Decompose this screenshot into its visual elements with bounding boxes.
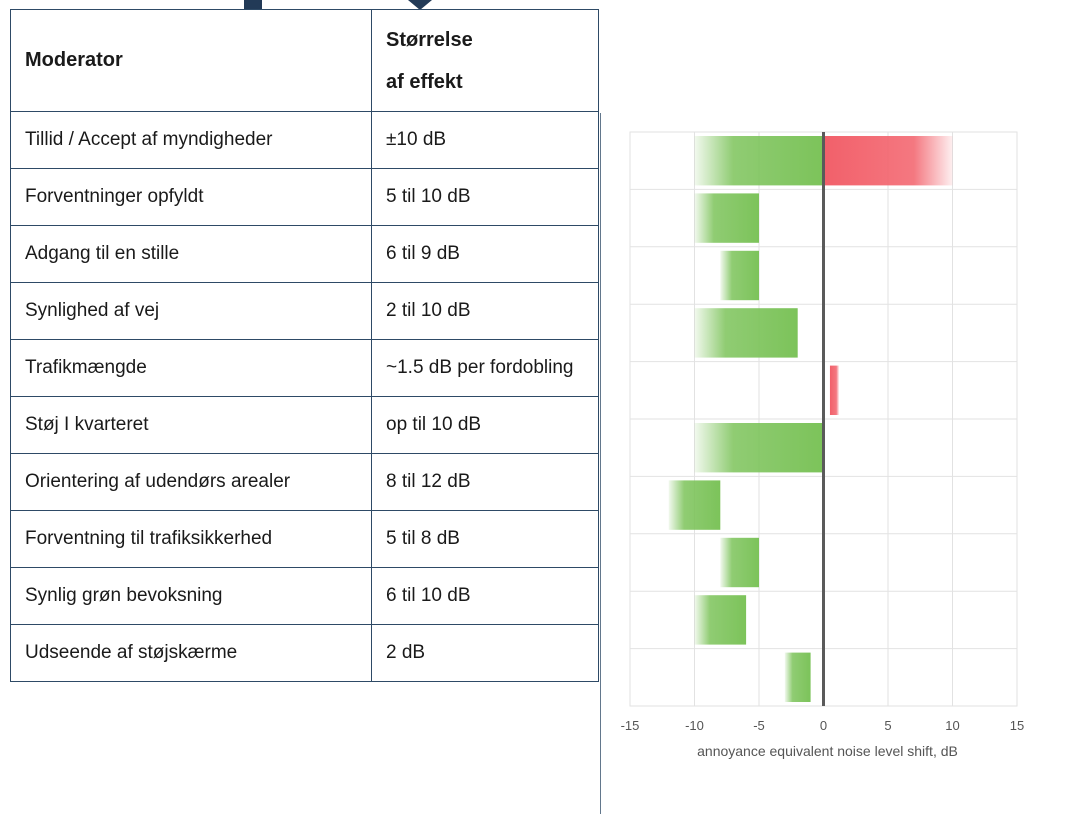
header-size: Størrelse af effekt (371, 9, 599, 112)
x-tick-label: 10 (945, 718, 959, 733)
header-size-line2: af effekt (386, 70, 463, 93)
negative-bar (720, 537, 759, 588)
cropped-header-decoration (244, 0, 432, 10)
table-row: Udseende af støjskærme 2 dB (10, 624, 599, 682)
x-tick-label: 5 (884, 718, 891, 733)
effect-size-cell: 2 dB (371, 624, 599, 682)
negative-bar (694, 136, 824, 186)
moderator-cell: Udseende af støjskærme (10, 624, 372, 682)
negative-bar (694, 193, 759, 243)
positive-bar (829, 365, 839, 415)
effect-size-cell: 6 til 10 dB (371, 567, 599, 625)
table-row: Synlighed af vej 2 til 10 dB (10, 282, 599, 340)
effect-size-cell: ~1.5 dB per fordobling (371, 339, 599, 397)
table-row: Tillid / Accept af myndigheder ±10 dB (10, 111, 599, 169)
negative-bar (668, 480, 721, 530)
negative-bar (784, 652, 811, 702)
decoration-bar (244, 0, 262, 10)
effect-size-cell: 6 til 9 dB (371, 225, 599, 283)
effect-size-cell: 2 til 10 dB (371, 282, 599, 340)
moderator-cell: Synlig grøn bevoksning (10, 567, 372, 625)
effect-chart: -15 -10 -5 0 5 10 15 annoyance equivalent noise… (600, 113, 1024, 814)
effect-size-cell: 8 til 12 dB (371, 453, 599, 511)
table-row: Forventninger opfyldt 5 til 10 dB (10, 168, 599, 226)
x-tick-label: 0 (820, 718, 827, 733)
x-axis-label: annoyance equivalent noise level shift, … (697, 743, 958, 759)
negative-bar (694, 423, 824, 473)
positive-bar (823, 136, 953, 186)
negative-bar (694, 308, 798, 358)
moderator-cell: Adgang til en stille (10, 225, 372, 283)
header-size-line1: Størrelse (386, 28, 473, 51)
table-row: Støj I kvarteret op til 10 dB (10, 396, 599, 454)
moderator-cell: Tillid / Accept af myndigheder (10, 111, 372, 169)
moderator-cell: Støj I kvarteret (10, 396, 372, 454)
table-row: Synlig grøn bevoksning 6 til 10 dB (10, 567, 599, 625)
negative-bar (720, 250, 759, 301)
moderator-cell: Trafikmængde (10, 339, 372, 397)
table-row: Adgang til en stille 6 til 9 dB (10, 225, 599, 283)
effect-size-cell: op til 10 dB (371, 396, 599, 454)
x-tick-label: -5 (753, 718, 765, 733)
x-tick-label: -15 (621, 718, 640, 733)
table-row: Trafikmængde ~1.5 dB per fordobling (10, 339, 599, 397)
effect-size-cell: 5 til 10 dB (371, 168, 599, 226)
moderator-table: Moderator Størrelse af effekt Tillid / A… (10, 9, 599, 682)
moderator-table-body: Moderator Størrelse af effekt Tillid / A… (10, 9, 599, 682)
header-moderator: Moderator (10, 9, 372, 112)
effect-size-cell: 5 til 8 dB (371, 510, 599, 568)
moderator-cell: Forventning til trafiksikkerhed (10, 510, 372, 568)
negative-bar (694, 595, 747, 645)
x-tick-label: 15 (1010, 718, 1024, 733)
x-tick-label: -10 (685, 718, 704, 733)
moderator-cell: Synlighed af vej (10, 282, 372, 340)
moderator-cell: Orientering af udendørs arealer (10, 453, 372, 511)
moderator-cell: Forventninger opfyldt (10, 168, 372, 226)
table-row: Orientering af udendørs arealer 8 til 12 … (10, 453, 599, 511)
decoration-chevron (408, 0, 432, 10)
table-row: Forventning til trafiksikkerhed 5 til 8 d… (10, 510, 599, 568)
table-header-row: Moderator Størrelse af effekt (10, 9, 599, 112)
effect-size-cell: ±10 dB (371, 111, 599, 169)
